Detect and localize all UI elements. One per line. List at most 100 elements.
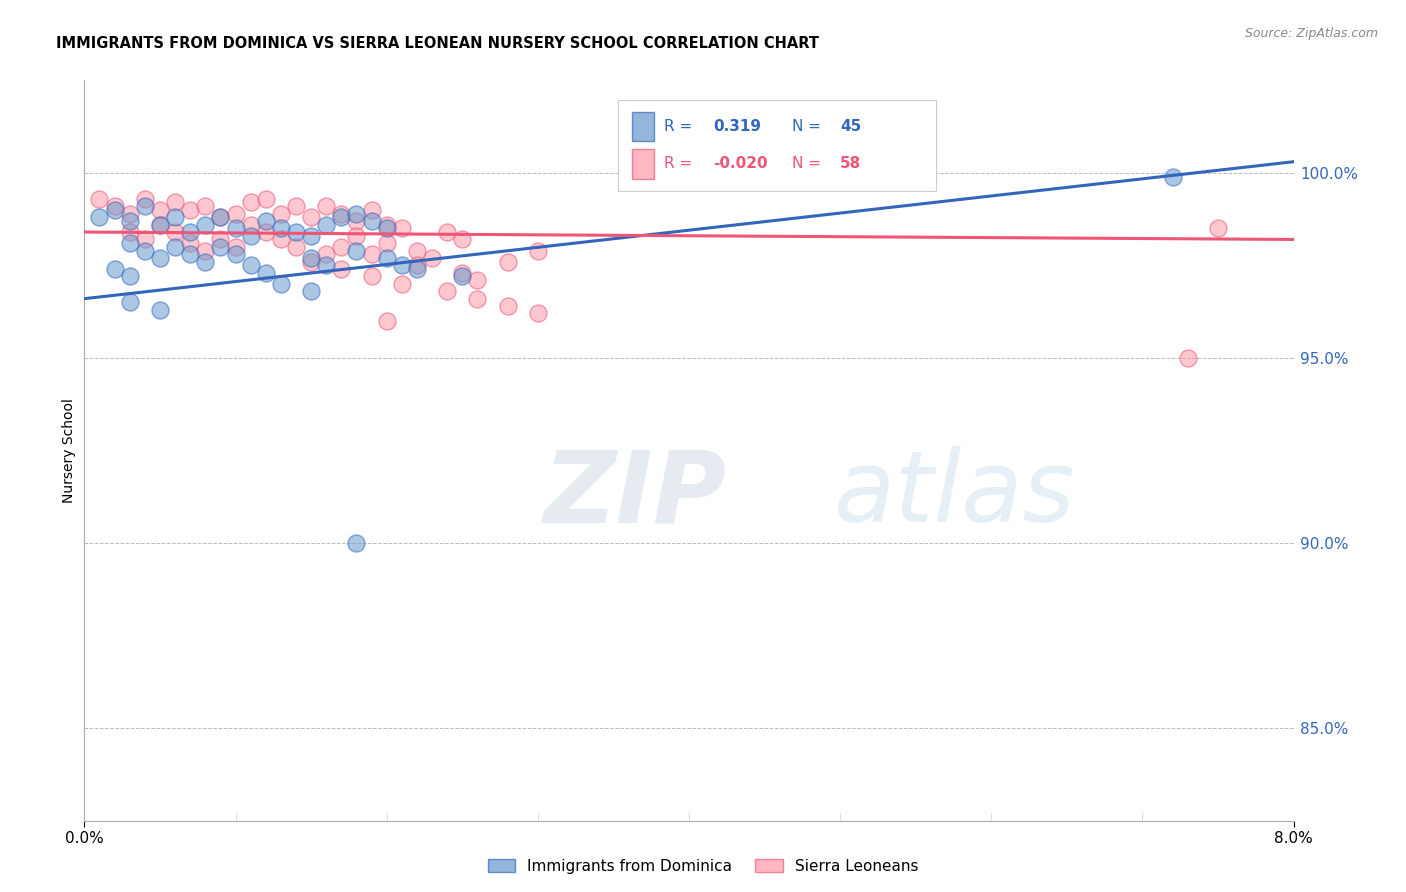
- Point: [496, 254, 519, 268]
- FancyBboxPatch shape: [617, 100, 935, 191]
- Point: [346, 206, 368, 220]
- Point: [239, 228, 262, 243]
- Point: [179, 247, 201, 261]
- Point: [118, 214, 141, 228]
- Point: [299, 251, 322, 265]
- Point: [451, 232, 474, 246]
- Point: [375, 314, 398, 328]
- Point: [315, 199, 337, 213]
- Text: R =: R =: [664, 156, 692, 171]
- Point: [225, 206, 247, 220]
- Point: [391, 221, 413, 235]
- Point: [209, 240, 232, 254]
- Point: [406, 262, 429, 277]
- FancyBboxPatch shape: [633, 149, 654, 178]
- Point: [527, 306, 550, 320]
- Point: [299, 211, 322, 225]
- Point: [391, 258, 413, 272]
- Point: [270, 232, 292, 246]
- Point: [209, 211, 232, 225]
- Point: [285, 199, 308, 213]
- Point: [360, 214, 382, 228]
- Point: [209, 232, 232, 246]
- Text: Source: ZipAtlas.com: Source: ZipAtlas.com: [1244, 27, 1378, 40]
- Point: [165, 211, 187, 225]
- Point: [89, 211, 111, 225]
- Point: [360, 247, 382, 261]
- Point: [299, 228, 322, 243]
- Point: [346, 536, 368, 550]
- Point: [436, 285, 458, 299]
- Point: [254, 266, 277, 280]
- Text: N =: N =: [792, 156, 821, 171]
- Point: [118, 269, 141, 284]
- Point: [254, 192, 277, 206]
- Point: [165, 195, 187, 210]
- Text: 45: 45: [841, 119, 862, 134]
- Point: [375, 251, 398, 265]
- Text: N =: N =: [792, 119, 821, 134]
- Point: [165, 240, 187, 254]
- Point: [315, 218, 337, 232]
- Point: [104, 199, 127, 213]
- Point: [194, 218, 217, 232]
- Point: [239, 258, 262, 272]
- Point: [179, 202, 201, 217]
- Point: [118, 236, 141, 251]
- Point: [330, 240, 353, 254]
- Point: [134, 232, 156, 246]
- Point: [346, 214, 368, 228]
- Point: [391, 277, 413, 291]
- Point: [299, 285, 322, 299]
- Point: [315, 258, 337, 272]
- Point: [134, 192, 156, 206]
- Point: [1177, 351, 1199, 365]
- Legend: Immigrants from Dominica, Sierra Leoneans: Immigrants from Dominica, Sierra Leonean…: [481, 853, 925, 880]
- Point: [149, 218, 172, 232]
- Point: [89, 192, 111, 206]
- Point: [194, 254, 217, 268]
- Point: [149, 202, 172, 217]
- Text: R =: R =: [664, 119, 692, 134]
- Text: 58: 58: [841, 156, 862, 171]
- Point: [149, 302, 172, 317]
- Text: -0.020: -0.020: [713, 156, 768, 171]
- Point: [285, 240, 308, 254]
- Point: [270, 206, 292, 220]
- Point: [375, 218, 398, 232]
- Point: [225, 221, 247, 235]
- Point: [406, 258, 429, 272]
- Point: [451, 269, 474, 284]
- Point: [209, 211, 232, 225]
- Point: [496, 299, 519, 313]
- Point: [179, 225, 201, 239]
- Point: [134, 244, 156, 258]
- Point: [225, 247, 247, 261]
- Point: [285, 225, 308, 239]
- Point: [225, 240, 247, 254]
- Point: [360, 202, 382, 217]
- FancyBboxPatch shape: [633, 112, 654, 141]
- Point: [1206, 221, 1229, 235]
- Point: [254, 225, 277, 239]
- Point: [270, 277, 292, 291]
- Point: [118, 225, 141, 239]
- Point: [451, 266, 474, 280]
- Point: [1161, 169, 1184, 184]
- Point: [330, 206, 353, 220]
- Point: [436, 225, 458, 239]
- Point: [165, 225, 187, 239]
- Point: [239, 218, 262, 232]
- Point: [330, 262, 353, 277]
- Point: [149, 218, 172, 232]
- Point: [194, 199, 217, 213]
- Point: [406, 244, 429, 258]
- Point: [239, 195, 262, 210]
- Point: [375, 221, 398, 235]
- Point: [375, 236, 398, 251]
- Point: [346, 228, 368, 243]
- Point: [420, 251, 443, 265]
- Point: [254, 214, 277, 228]
- Point: [467, 273, 489, 287]
- Point: [346, 244, 368, 258]
